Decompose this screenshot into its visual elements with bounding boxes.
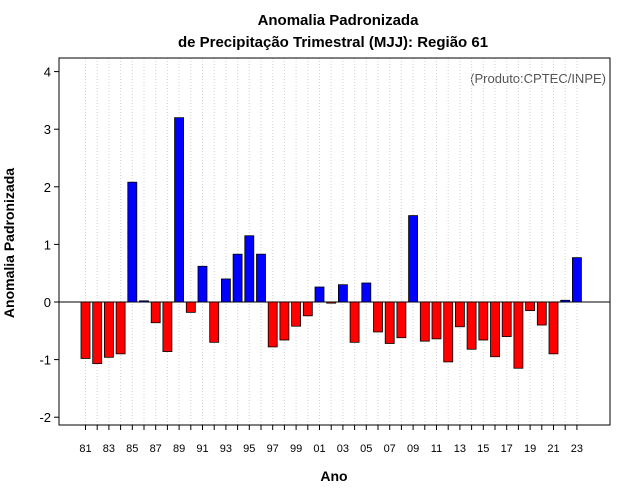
y-tick-label: 4 [44, 65, 51, 80]
bar-07 [384, 301, 395, 344]
bar-19 [525, 301, 535, 312]
bar-13 [454, 301, 465, 328]
bar-08 [396, 301, 407, 339]
y-tick-label: 3 [44, 122, 51, 137]
bar-90 [185, 301, 196, 313]
bars [80, 117, 582, 369]
bar-01 [314, 286, 325, 303]
bar-12 [443, 301, 454, 363]
x-tick-label: 03 [337, 443, 349, 455]
x-tick-label: 95 [243, 443, 255, 455]
y-tick-label: 1 [44, 237, 51, 252]
bar-95 [244, 235, 255, 303]
bar-21 [548, 301, 559, 355]
y-tick-label: 0 [44, 295, 51, 310]
chart-title-line2: de Precipitação Trimestral (MJJ): Região… [178, 34, 488, 51]
bar-17 [501, 301, 512, 337]
bar-96 [256, 253, 266, 303]
x-tick-label: 13 [454, 443, 466, 455]
bar-23 [572, 257, 582, 303]
bar-92 [209, 301, 220, 343]
y-axis-label: Anomalia Padronizada [1, 168, 17, 318]
y-tick-label: -1 [39, 353, 51, 368]
x-tick-label: 15 [477, 443, 489, 455]
grid-lines [85, 58, 578, 425]
bar-87 [150, 301, 161, 324]
chart-title-line1: Anomalia Padronizada [258, 12, 420, 29]
bar-82 [92, 301, 103, 365]
bar-06 [373, 301, 383, 333]
bar-16 [490, 301, 500, 358]
x-tick-label: 07 [384, 443, 396, 455]
bar-15 [478, 301, 489, 341]
bar-10 [419, 301, 430, 342]
bar-98 [279, 301, 290, 341]
x-tick-label: 05 [360, 443, 372, 455]
x-tick-label: 99 [290, 443, 302, 455]
bar-91 [197, 265, 208, 303]
bar-86 [139, 300, 149, 303]
y-tick-label: 2 [44, 180, 51, 195]
x-tick-label: 97 [267, 443, 279, 455]
x-tick-label: 11 [431, 443, 442, 455]
x-tick-label: 09 [407, 443, 419, 455]
x-tick-label: 87 [150, 443, 162, 455]
bar-99 [291, 301, 302, 327]
bar-22 [560, 299, 571, 303]
bar-83 [104, 301, 114, 358]
x-tick-label: 21 [547, 443, 559, 455]
x-tick-label: 89 [173, 443, 185, 455]
x-tick-label: 19 [524, 443, 536, 455]
x-tick-label: 85 [126, 443, 138, 455]
bar-20 [536, 301, 547, 326]
bar-00 [302, 301, 313, 317]
bar-81 [80, 301, 91, 359]
x-tick-label: 91 [196, 443, 208, 455]
x-tick-label: 93 [220, 443, 232, 455]
x-tick-label: 17 [501, 443, 513, 455]
x-tick-label: 83 [103, 443, 115, 455]
bar-84 [115, 301, 126, 355]
bar-04 [349, 301, 360, 343]
bar-93 [220, 278, 231, 303]
x-axis: 81 83 85 87 89 91 93 95 97 99 01 03 05 07 09 11 13 15 17 19… [79, 425, 583, 455]
bar-85 [127, 181, 138, 303]
y-tick-label: -2 [39, 410, 51, 425]
bar-02 [326, 301, 337, 304]
x-tick-label: 01 [313, 443, 325, 455]
source-annotation: (Produto:CPTEC/INPE) [470, 71, 606, 86]
bar-18 [513, 301, 524, 369]
bar-05 [361, 282, 372, 303]
plot-frame [58, 57, 611, 426]
bar-09 [408, 215, 419, 303]
bar-89 [174, 117, 185, 303]
bar-11 [431, 301, 442, 340]
bar-14 [466, 301, 477, 350]
bar-03 [337, 284, 348, 303]
bar-97 [267, 301, 278, 348]
x-axis-label: Ano [320, 468, 347, 484]
bar-88 [162, 301, 173, 352]
x-tick-label: 23 [571, 443, 583, 455]
bar-94 [232, 253, 243, 303]
x-tick-label: 81 [79, 443, 91, 455]
y-axis: -2 -1 0 1 2 3 4 [39, 65, 59, 425]
